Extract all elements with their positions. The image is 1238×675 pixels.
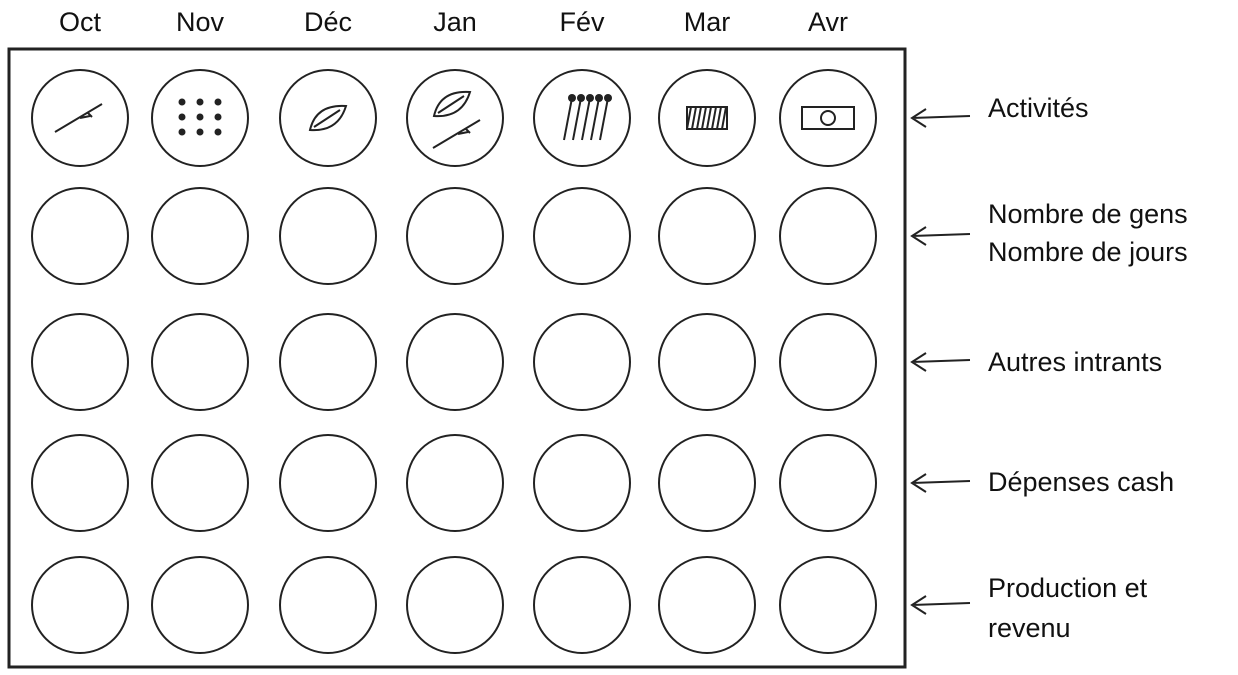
- cell-circle: [151, 313, 249, 411]
- match: [563, 97, 573, 141]
- hatch: [691, 106, 697, 130]
- cell-circle: [151, 434, 249, 532]
- cell-circle: [279, 187, 377, 285]
- cell-icon: [686, 106, 728, 130]
- arrow: [910, 473, 971, 493]
- cell-circle: [779, 556, 877, 654]
- frame: [7, 47, 907, 669]
- leaf: [432, 90, 472, 118]
- cell-circle: [406, 434, 504, 532]
- match: [590, 97, 600, 141]
- cell-circle: [406, 69, 504, 167]
- row-label: Nombre de gens: [988, 199, 1188, 229]
- dot: [214, 113, 222, 121]
- month-label: Jan: [433, 7, 477, 37]
- hatch: [686, 106, 692, 130]
- arrow: [910, 226, 971, 246]
- cell-circle: [658, 434, 756, 532]
- row-label: revenu: [988, 613, 1071, 643]
- match: [599, 97, 609, 141]
- cell-circle: [533, 556, 631, 654]
- cell-circle: [533, 69, 631, 167]
- cell-circle: [533, 187, 631, 285]
- row-label: Autres intrants: [988, 347, 1162, 377]
- hatch: [716, 106, 722, 130]
- cell-circle: [279, 434, 377, 532]
- row-label: Activités: [988, 93, 1089, 123]
- stick: [432, 119, 481, 149]
- row-label: Dépenses cash: [988, 467, 1174, 497]
- cell-circle: [31, 313, 129, 411]
- bill-seal: [820, 110, 836, 126]
- cell-circle: [533, 434, 631, 532]
- cell-circle: [31, 434, 129, 532]
- hatch: [701, 106, 707, 130]
- dot: [178, 113, 186, 121]
- cell-circle: [406, 313, 504, 411]
- dot: [586, 94, 594, 102]
- match: [581, 97, 591, 141]
- bill: [801, 106, 855, 130]
- hatch: [711, 106, 717, 130]
- cell-icon: [563, 94, 612, 141]
- cell-circle: [658, 313, 756, 411]
- cell-icon: [54, 103, 103, 133]
- row-label: Nombre de jours: [988, 237, 1188, 267]
- cell-circle: [151, 556, 249, 654]
- hatch: [721, 106, 727, 130]
- cell-circle: [779, 187, 877, 285]
- month-label: Oct: [59, 7, 102, 37]
- month-label: Mar: [684, 7, 731, 37]
- cell-icon: [308, 104, 348, 132]
- cell-icon: [178, 98, 222, 136]
- cell-circle: [533, 313, 631, 411]
- cell-circle: [406, 556, 504, 654]
- cell-icon: [432, 90, 481, 149]
- arrow: [910, 352, 971, 372]
- cell-circle: [279, 69, 377, 167]
- cell-circle: [658, 556, 756, 654]
- arrow: [910, 108, 971, 128]
- dot: [604, 94, 612, 102]
- cell-circle: [779, 69, 877, 167]
- stick: [54, 103, 103, 133]
- cell-icon: [801, 106, 855, 130]
- dot: [196, 98, 204, 106]
- cell-circle: [31, 556, 129, 654]
- cell-circle: [779, 313, 877, 411]
- leaf: [308, 104, 348, 132]
- dot: [595, 94, 603, 102]
- hatch: [706, 106, 712, 130]
- cell-circle: [658, 69, 756, 167]
- row-label: Production et: [988, 573, 1148, 603]
- cell-circle: [31, 69, 129, 167]
- hatch: [696, 106, 702, 130]
- month-label: Nov: [176, 7, 225, 37]
- dot: [214, 128, 222, 136]
- month-label: Fév: [559, 7, 605, 37]
- dot: [178, 98, 186, 106]
- cell-circle: [779, 434, 877, 532]
- dot: [178, 128, 186, 136]
- cell-circle: [406, 187, 504, 285]
- arrow: [910, 595, 971, 615]
- dot: [196, 128, 204, 136]
- month-label: Avr: [808, 7, 848, 37]
- dot: [214, 98, 222, 106]
- cell-circle: [151, 187, 249, 285]
- dot: [577, 94, 585, 102]
- cell-circle: [279, 313, 377, 411]
- match: [572, 97, 582, 141]
- dot: [568, 94, 576, 102]
- cell-circle: [151, 69, 249, 167]
- cell-circle: [31, 187, 129, 285]
- month-label: Déc: [304, 7, 352, 37]
- cell-circle: [279, 556, 377, 654]
- cell-circle: [658, 187, 756, 285]
- dot: [196, 113, 204, 121]
